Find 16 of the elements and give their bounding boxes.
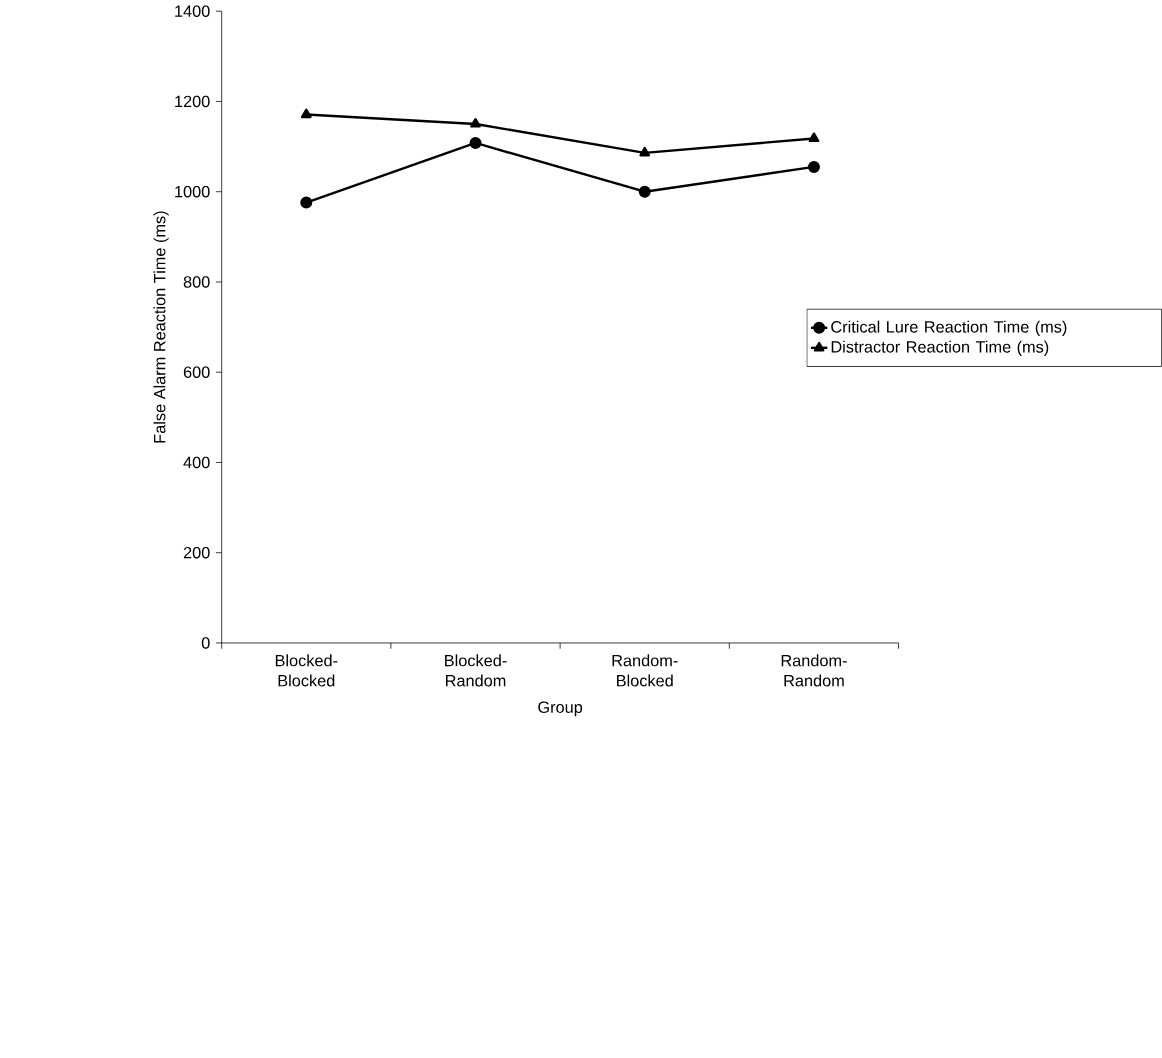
legend-label: Distractor Reaction Time (ms) [831,340,1049,356]
legend-label: Critical Lure Reaction Time (ms) [831,320,1067,336]
y-tick-label: 1200 [175,95,210,108]
y-tick-label: 0 [201,637,210,649]
y-axis-title: False Alarm Reaction Time (ms) [153,211,169,443]
x-axis-title: Group [538,701,583,717]
x-tick-label: Random-Blocked [612,654,678,687]
y-tick-label: 1000 [175,185,210,198]
x-tick-label: Blocked-Blocked [275,654,338,687]
y-tick-label: 400 [183,456,210,469]
y-tick-label: 600 [183,366,210,378]
y-tick-label: 800 [183,276,210,288]
x-tick-label: Random-Random [781,654,847,687]
y-tick-label: 1400 [175,5,210,17]
x-tick-label: Blocked-Random [445,654,507,687]
y-tick-label: 200 [183,546,210,559]
